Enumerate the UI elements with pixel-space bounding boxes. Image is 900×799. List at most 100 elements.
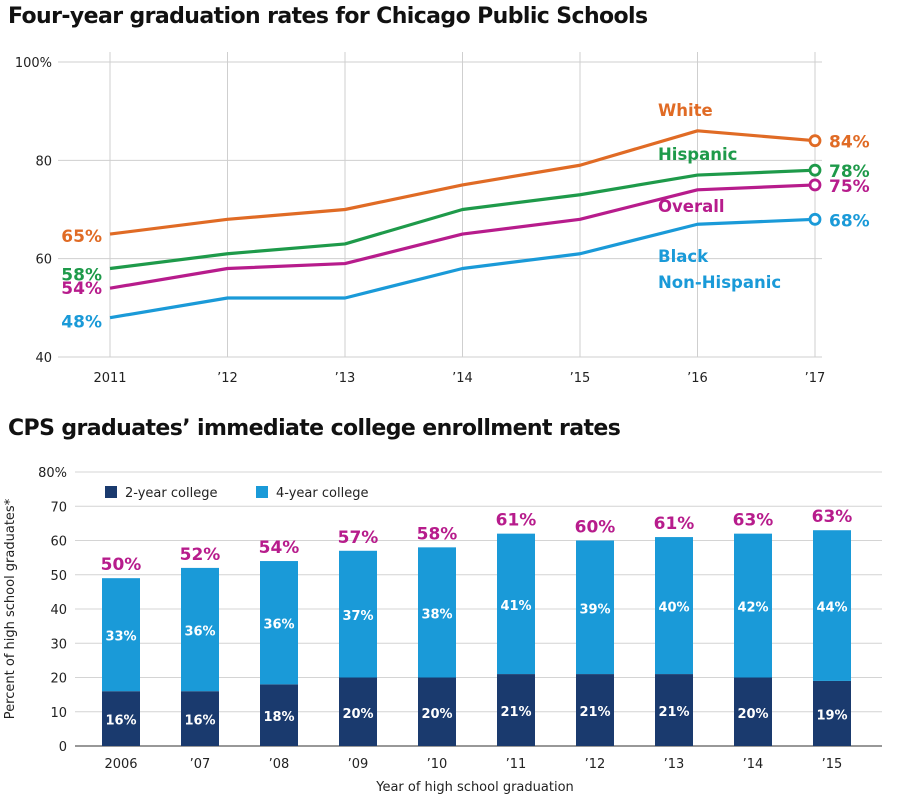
x-tick-label: 2006 — [104, 757, 137, 772]
data-point — [808, 178, 822, 192]
bar-4-year-college — [102, 578, 140, 692]
bar-4-year-college — [260, 561, 298, 685]
bar-total-label: 52% — [180, 545, 221, 565]
x-tick-label: ’15 — [570, 371, 591, 386]
bar-total-label: 63% — [812, 507, 853, 527]
end-value-label: 84% — [829, 133, 870, 153]
data-point — [808, 163, 822, 177]
bar-4-year-college — [497, 533, 535, 675]
bar-value-label-2-year: 21% — [658, 705, 689, 720]
bar-value-label-2-year: 16% — [105, 714, 136, 729]
bar-value-label-4-year: 33% — [105, 630, 136, 645]
bar-total-label: 50% — [101, 555, 142, 575]
y-tick-label: 60 — [50, 535, 67, 550]
bar-total-label: 63% — [733, 511, 774, 531]
bar-2-year-college — [734, 677, 772, 746]
y-tick-label: 40 — [50, 603, 67, 618]
y-tick-label: 80 — [35, 154, 52, 169]
y-tick-label: 40 — [35, 351, 52, 366]
bar-4-year-college — [339, 550, 377, 678]
x-tick-label: ’10 — [427, 757, 448, 772]
legend-swatch-2-year — [105, 486, 117, 498]
start-value-label: 65% — [61, 227, 102, 247]
bar-chart-title: CPS graduates’ immediate college enrollm… — [8, 416, 621, 441]
x-tick-label: ’12 — [585, 757, 606, 772]
bar-total-label: 58% — [417, 524, 458, 544]
graduation-rates-line-chart: 40 60 80 100% 2011 ’12 ’13 ’14 ’15 ’16 ’17 65% 84% 58… — [15, 52, 870, 386]
bar-total-label: 54% — [259, 538, 300, 558]
bar-value-label-2-year: 19% — [816, 708, 847, 723]
bar-value-label-2-year: 20% — [342, 707, 373, 722]
bar-2-year-college — [655, 674, 693, 746]
y-tick-label: 100% — [15, 56, 52, 71]
x-tick-label: ’14 — [452, 371, 473, 386]
bar-4-year-college — [181, 567, 219, 692]
bar-value-label-2-year: 21% — [500, 705, 531, 720]
series-name-label: Overall — [658, 197, 725, 216]
x-tick-label: ’16 — [687, 371, 708, 386]
legend-swatch-4-year — [256, 486, 268, 498]
bar-4-year-college — [418, 547, 456, 678]
bar-2-year-college — [813, 680, 851, 746]
bar-4-year-college — [576, 540, 614, 675]
y-tick-label: 10 — [50, 706, 67, 721]
y-tick-label: 60 — [35, 253, 52, 268]
bar-4-year-college — [655, 537, 693, 675]
y-axis-label: Percent of high school graduates* — [3, 498, 18, 719]
y-tick-label: 80% — [38, 466, 67, 481]
x-tick-label: ’11 — [506, 757, 527, 772]
bar-value-label-2-year: 16% — [184, 714, 215, 729]
x-tick-label: ’13 — [335, 371, 356, 386]
bar-2-year-college — [102, 691, 140, 746]
y-tick-label: 0 — [59, 740, 67, 755]
y-tick-label: 20 — [50, 672, 67, 687]
series-name-label: White — [658, 101, 713, 120]
x-tick-label: ’14 — [743, 757, 764, 772]
bar-2-year-college — [497, 674, 535, 746]
bar-value-label-4-year: 41% — [500, 599, 531, 614]
x-tick-label: ’13 — [664, 757, 685, 772]
bar-total-label: 61% — [496, 511, 537, 531]
start-value-label: 54% — [61, 279, 102, 299]
x-axis-label: Year of high school graduation — [375, 780, 574, 795]
bar-value-label-4-year: 36% — [184, 625, 215, 640]
bar-total-label: 60% — [575, 518, 616, 538]
bar-value-label-2-year: 20% — [421, 707, 452, 722]
bar-2-year-college — [181, 691, 219, 746]
x-tick-label: ’09 — [348, 757, 369, 772]
data-point — [808, 212, 822, 226]
bar-value-label-4-year: 36% — [263, 618, 294, 633]
end-value-label: 75% — [829, 177, 870, 197]
x-tick-label: ’07 — [190, 757, 211, 772]
start-value-label: 58% — [61, 266, 102, 286]
series-name-label: Non-Hispanic — [658, 273, 781, 292]
bar-value-label-4-year: 40% — [658, 601, 689, 616]
bar-2-year-college — [576, 674, 614, 746]
x-tick-label: ’08 — [269, 757, 290, 772]
bar-total-label: 57% — [338, 528, 379, 548]
end-value-label: 78% — [829, 162, 870, 182]
bar-value-label-4-year: 38% — [421, 607, 452, 622]
end-value-label: 68% — [829, 211, 870, 231]
y-tick-label: 30 — [50, 637, 67, 652]
bar-4-year-college — [734, 533, 772, 678]
bar-value-label-2-year: 20% — [737, 707, 768, 722]
bar-value-label-2-year: 21% — [579, 705, 610, 720]
line-chart-title: Four-year graduation rates for Chicago P… — [8, 4, 648, 29]
legend-label: 2-year college — [125, 486, 217, 501]
legend-label: 4-year college — [276, 486, 368, 501]
bar-2-year-college — [339, 677, 377, 746]
y-tick-label: 70 — [50, 500, 67, 515]
start-value-label: 48% — [61, 313, 102, 333]
bar-value-label-4-year: 39% — [579, 602, 610, 617]
x-tick-label: 2011 — [93, 371, 126, 386]
bar-value-label-4-year: 42% — [737, 601, 768, 616]
y-tick-label: 50 — [50, 569, 67, 584]
x-tick-label: ’17 — [805, 371, 826, 386]
bar-value-label-4-year: 37% — [342, 609, 373, 624]
series-name-label: Hispanic — [658, 145, 737, 164]
bar-2-year-college — [260, 684, 298, 746]
x-tick-label: ’12 — [217, 371, 238, 386]
bar-2-year-college — [418, 677, 456, 746]
